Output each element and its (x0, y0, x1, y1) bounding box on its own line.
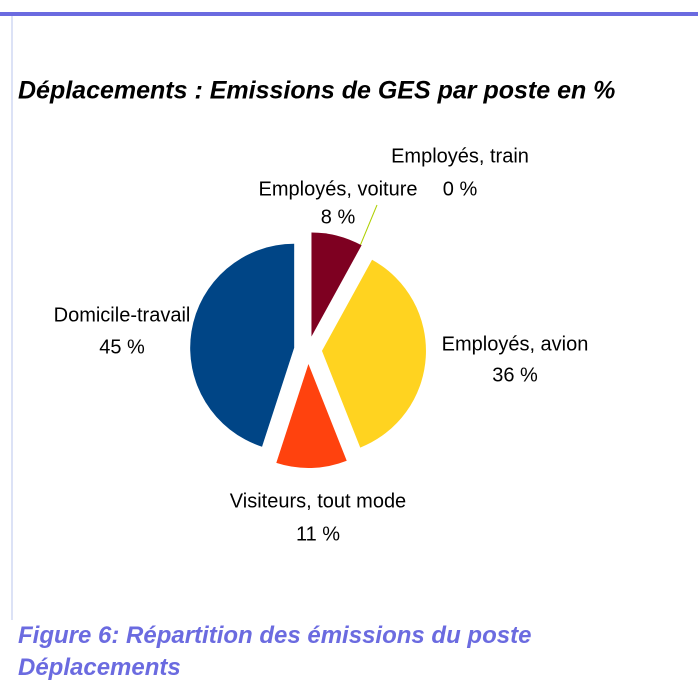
slice-label: Employés, voiture (259, 178, 418, 200)
chart-title: Déplacements : Emissions de GES par post… (18, 77, 615, 105)
slice-label: Visiteurs, tout mode (230, 490, 406, 512)
slice-value: 36 % (492, 364, 538, 386)
slice-value: 45 % (99, 336, 145, 358)
pie-slice (276, 363, 347, 468)
slice-label: Employés, train (391, 145, 529, 167)
slice-value: 0 % (443, 178, 478, 200)
figure-caption: Figure 6: Répartition des émissions du p… (18, 622, 532, 681)
pie-slice (321, 259, 426, 448)
top-rule (0, 12, 698, 16)
slice-label: Employés, avion (442, 333, 589, 355)
slice-value: 11 % (296, 523, 340, 545)
slice-value: 8 % (321, 206, 356, 228)
slice-label: Domicile-travail (54, 304, 191, 326)
pie-slice (311, 232, 362, 337)
pie-slice (190, 243, 295, 447)
leader-line (359, 204, 378, 247)
